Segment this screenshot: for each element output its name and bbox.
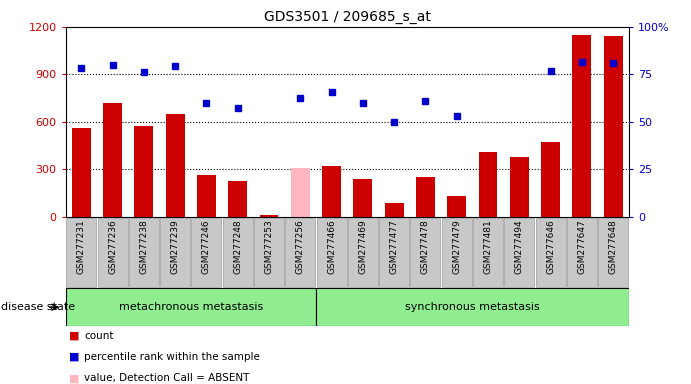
Bar bbox=[135, 126, 153, 217]
Text: GSM277248: GSM277248 bbox=[234, 219, 243, 274]
Text: disease state: disease state bbox=[1, 302, 75, 312]
Text: GSM277231: GSM277231 bbox=[77, 219, 86, 274]
FancyBboxPatch shape bbox=[348, 218, 378, 287]
Bar bbox=[385, 203, 404, 217]
FancyBboxPatch shape bbox=[254, 218, 284, 287]
Bar bbox=[291, 168, 310, 217]
FancyBboxPatch shape bbox=[66, 218, 96, 287]
FancyBboxPatch shape bbox=[129, 218, 159, 287]
Text: GSM277478: GSM277478 bbox=[421, 219, 430, 274]
Text: GSM277469: GSM277469 bbox=[359, 219, 368, 274]
Text: GSM277253: GSM277253 bbox=[265, 219, 274, 274]
FancyBboxPatch shape bbox=[160, 218, 190, 287]
FancyBboxPatch shape bbox=[191, 218, 221, 287]
FancyBboxPatch shape bbox=[410, 218, 440, 287]
Bar bbox=[260, 215, 278, 217]
Text: GSM277238: GSM277238 bbox=[140, 219, 149, 274]
Text: GSM277477: GSM277477 bbox=[390, 219, 399, 274]
Bar bbox=[416, 177, 435, 217]
FancyBboxPatch shape bbox=[285, 218, 315, 287]
Text: GSM277256: GSM277256 bbox=[296, 219, 305, 274]
FancyBboxPatch shape bbox=[536, 218, 566, 287]
Bar bbox=[447, 196, 466, 217]
Bar bbox=[322, 166, 341, 217]
Bar bbox=[479, 152, 498, 217]
Text: value, Detection Call = ABSENT: value, Detection Call = ABSENT bbox=[84, 373, 249, 383]
FancyBboxPatch shape bbox=[66, 288, 316, 326]
Text: ■: ■ bbox=[69, 331, 79, 341]
FancyBboxPatch shape bbox=[504, 218, 534, 287]
Bar bbox=[166, 114, 184, 217]
Bar bbox=[228, 180, 247, 217]
Text: ■: ■ bbox=[69, 373, 79, 383]
Bar bbox=[354, 179, 372, 217]
FancyBboxPatch shape bbox=[316, 288, 629, 326]
Text: GSM277481: GSM277481 bbox=[484, 219, 493, 274]
Bar bbox=[510, 157, 529, 217]
Text: ■: ■ bbox=[69, 352, 79, 362]
Bar bbox=[572, 35, 591, 217]
Bar bbox=[103, 103, 122, 217]
Bar bbox=[541, 142, 560, 217]
Text: GSM277494: GSM277494 bbox=[515, 219, 524, 274]
FancyBboxPatch shape bbox=[473, 218, 503, 287]
Text: GSM277648: GSM277648 bbox=[609, 219, 618, 274]
Text: percentile rank within the sample: percentile rank within the sample bbox=[84, 352, 261, 362]
Text: GSM277236: GSM277236 bbox=[108, 219, 117, 274]
FancyBboxPatch shape bbox=[223, 218, 253, 287]
Text: synchronous metastasis: synchronous metastasis bbox=[405, 302, 540, 312]
Text: GSM277466: GSM277466 bbox=[327, 219, 336, 274]
Bar bbox=[72, 128, 91, 217]
FancyBboxPatch shape bbox=[598, 218, 628, 287]
Bar bbox=[604, 36, 623, 217]
Text: GSM277246: GSM277246 bbox=[202, 219, 211, 274]
Text: metachronous metastasis: metachronous metastasis bbox=[119, 302, 263, 312]
FancyBboxPatch shape bbox=[97, 218, 128, 287]
Bar bbox=[197, 175, 216, 217]
Text: count: count bbox=[84, 331, 114, 341]
Text: GSM277239: GSM277239 bbox=[171, 219, 180, 274]
Text: GSM277479: GSM277479 bbox=[452, 219, 461, 274]
Text: GSM277647: GSM277647 bbox=[578, 219, 587, 274]
FancyBboxPatch shape bbox=[442, 218, 472, 287]
FancyBboxPatch shape bbox=[567, 218, 597, 287]
Title: GDS3501 / 209685_s_at: GDS3501 / 209685_s_at bbox=[264, 10, 430, 25]
FancyBboxPatch shape bbox=[379, 218, 409, 287]
Text: GSM277646: GSM277646 bbox=[546, 219, 555, 274]
FancyBboxPatch shape bbox=[316, 218, 347, 287]
